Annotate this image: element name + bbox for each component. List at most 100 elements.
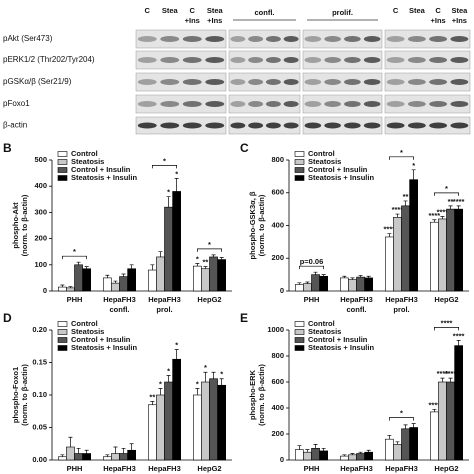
y-axis-label: (norm. to β-actin) [257, 364, 266, 426]
bar [164, 381, 173, 461]
blot-band [386, 57, 405, 63]
legend-swatch [57, 159, 68, 165]
blot-band [182, 122, 202, 129]
error-bar [76, 261, 81, 265]
lane-label: +Ins [207, 16, 222, 25]
error-bar [203, 266, 208, 269]
bar [446, 208, 455, 292]
blot-band [160, 36, 180, 42]
error-bar [387, 434, 392, 440]
blot-band [230, 36, 246, 42]
significance-label: **** [429, 400, 441, 409]
error-bar [395, 441, 400, 445]
significance-bracket [152, 164, 177, 169]
error-bar [305, 281, 310, 284]
y-tick-label: 0.05 [32, 422, 47, 431]
legend-label: Steatosis + Insulin [308, 173, 374, 182]
error-bar [297, 282, 302, 285]
blot-band [324, 122, 341, 129]
x-tick-label: confl. [347, 305, 367, 314]
bar [430, 221, 439, 292]
bar [82, 268, 91, 292]
legend-swatch [294, 167, 305, 173]
x-tick-label: prol. [156, 305, 172, 314]
significance-bracket [389, 156, 414, 160]
bar [127, 268, 136, 292]
blot-band [450, 101, 469, 107]
legend-label: Control + Insulin [308, 165, 368, 174]
blot-band [324, 101, 341, 107]
error-bar [219, 257, 224, 260]
blot-band [450, 57, 469, 63]
y-tick-label: 300 [34, 207, 47, 216]
y-tick-label: 0.15 [32, 357, 47, 366]
group-label: confl. [255, 8, 275, 17]
bar [454, 208, 464, 292]
error-bar [440, 377, 445, 382]
blot-band [182, 36, 202, 42]
blot-band [324, 57, 341, 63]
legend-swatch [294, 329, 305, 335]
blot-strip [228, 94, 301, 114]
blot-strip [384, 116, 471, 135]
bar [319, 450, 328, 461]
significance-label: **** [437, 207, 449, 216]
blot-band [205, 101, 225, 107]
row-label: pAkt (Ser473) [3, 34, 53, 43]
bar [356, 453, 365, 461]
legend-swatch [294, 321, 305, 327]
blot-strip [384, 29, 471, 49]
blot-band [386, 79, 405, 85]
error-bar [321, 274, 326, 277]
significance-label: * [167, 188, 170, 197]
blot-band [160, 101, 180, 107]
bar [294, 449, 304, 461]
bar [409, 427, 419, 461]
blot-band [407, 101, 426, 107]
bar [385, 236, 394, 292]
bar [164, 206, 173, 292]
blot-band [265, 122, 281, 129]
significance-label: * [412, 161, 415, 170]
error-bar [68, 286, 73, 288]
blot-band [283, 36, 299, 42]
bar [446, 381, 455, 461]
lane-label: C [190, 6, 196, 15]
blot-band [205, 79, 225, 85]
blot-strip [302, 94, 383, 114]
y-tick-label: 400 [271, 403, 284, 412]
y-tick-label: 0.20 [32, 325, 47, 334]
bar [393, 217, 402, 292]
blot-band [283, 79, 299, 85]
error-bar [432, 408, 437, 412]
group-label: prolif. [332, 8, 353, 17]
y-tick-label: 200 [271, 253, 284, 262]
error-bar [411, 169, 416, 180]
error-bar [313, 271, 318, 275]
error-bar [456, 205, 461, 210]
blot-strip [302, 29, 383, 49]
error-bar [158, 388, 163, 395]
blot-strip [135, 29, 227, 49]
x-tick-label: PHH [304, 464, 320, 473]
blot-band [265, 57, 281, 63]
bar [74, 264, 83, 292]
legend-label: Control [71, 149, 98, 158]
significance-bracket [434, 192, 459, 196]
error-bar [350, 277, 355, 280]
bar [119, 276, 128, 292]
x-tick-label: HepG2 [434, 295, 458, 304]
bar [193, 394, 202, 461]
y-axis-label: phospho-Akt [11, 202, 20, 249]
blot-band [137, 79, 157, 85]
significance-label: * [220, 370, 223, 379]
lane-label: Stea [451, 6, 468, 15]
significance-label: * [159, 379, 162, 388]
blot-band [363, 122, 381, 129]
error-bar [84, 449, 89, 454]
blot-band [344, 122, 361, 129]
significance-label: * [163, 156, 166, 165]
legend-label: Steatosis [71, 327, 104, 336]
